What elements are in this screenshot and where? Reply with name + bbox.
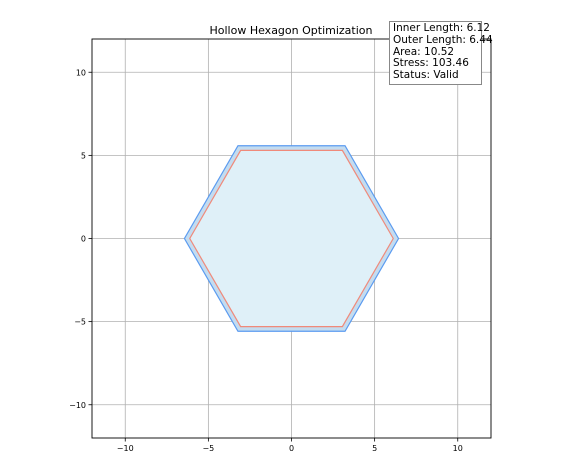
- y-tick-label: −5: [74, 318, 86, 327]
- x-tick-label: 5: [372, 444, 377, 453]
- stress-text: Stress: 103.46: [393, 57, 469, 70]
- axis-ticks: −10 −5 0 5 10 −10 −5 0 5 10: [69, 68, 463, 453]
- chart-title: Hollow Hexagon Optimization: [210, 24, 373, 37]
- metrics-annotation-box: Inner Length: 6.12 Outer Length: 6.44 Ar…: [389, 21, 493, 85]
- x-tick-label: 0: [289, 444, 294, 453]
- outer-length-text: Outer Length: 6.44: [393, 33, 493, 46]
- inner-length-text: Inner Length: 6.12: [393, 22, 490, 34]
- y-tick-label: 0: [81, 235, 86, 244]
- x-tick-label: 10: [453, 444, 463, 453]
- y-tick-label: 5: [81, 151, 86, 160]
- area-text: Area: 10.52: [393, 45, 455, 58]
- status-text: Status: Valid: [393, 69, 459, 82]
- y-tick-label: −10: [69, 401, 86, 410]
- inner-hexagon: [189, 149, 394, 328]
- x-tick-label: −5: [202, 444, 214, 453]
- x-tick-label: −10: [117, 444, 134, 453]
- hexagon-shapes: [183, 145, 400, 332]
- y-tick-label: 10: [76, 68, 86, 77]
